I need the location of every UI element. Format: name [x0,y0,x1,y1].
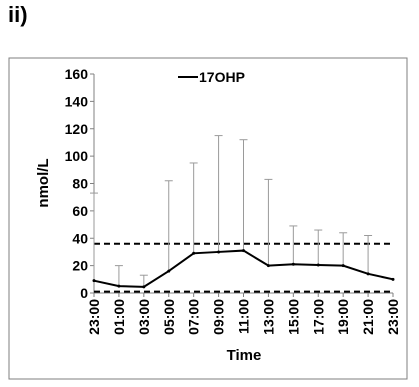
y-tick-label: 20 [72,258,88,274]
error-bars [90,135,373,287]
x-tick-label: 05:00 [161,299,177,335]
data-point [192,251,196,255]
y-axis: 0 20 40 60 80 100 120 140 160 [65,66,95,301]
legend-label: 17OHP [199,69,245,85]
x-tick-label: 09:00 [211,299,227,335]
series-line-17ohp [93,249,394,288]
x-tick-label: 23:00 [86,299,102,335]
y-tick-label: 140 [65,93,89,109]
x-axis: 23:00 01:00 03:00 05:00 07:00 09:00 11:00 13:00… [86,292,401,335]
data-point [291,262,295,266]
data-point [391,277,395,281]
x-tick-label: 07:00 [186,299,202,335]
x-tick-label: 19:00 [335,299,351,335]
data-point [167,269,171,273]
x-tick-label: 03:00 [136,299,152,335]
x-tick-label: 17:00 [310,299,326,335]
x-tick-label: 21:00 [360,299,376,335]
data-point [117,284,121,288]
y-tick-label: 120 [65,121,89,137]
chart-frame [8,57,408,380]
y-tick-label: 100 [65,148,89,164]
legend: 17OHP [178,69,245,85]
y-tick-label: 80 [72,176,88,192]
y-tick-label: 60 [72,203,88,219]
x-tick-label: 01:00 [111,299,127,335]
y-tick-label: 160 [65,66,89,82]
data-point [266,264,270,268]
x-tick-label: 15:00 [285,299,301,335]
data-point [142,285,146,289]
x-axis-title: Time [227,347,262,364]
x-tick-label: 11:00 [236,299,252,334]
y-tick-label: 0 [80,285,88,301]
data-point [217,250,221,254]
x-tick-label: 23:00 [385,299,401,335]
x-tick-label: 13:00 [260,299,276,335]
series [92,249,395,289]
data-point [316,263,320,267]
data-point [92,279,96,283]
y-axis-title: nmol/L [35,158,52,207]
data-point [341,264,345,268]
y-tick-label: 40 [72,230,88,246]
data-point [366,272,370,276]
data-point [242,249,245,253]
panel-label: ii) [8,2,28,27]
